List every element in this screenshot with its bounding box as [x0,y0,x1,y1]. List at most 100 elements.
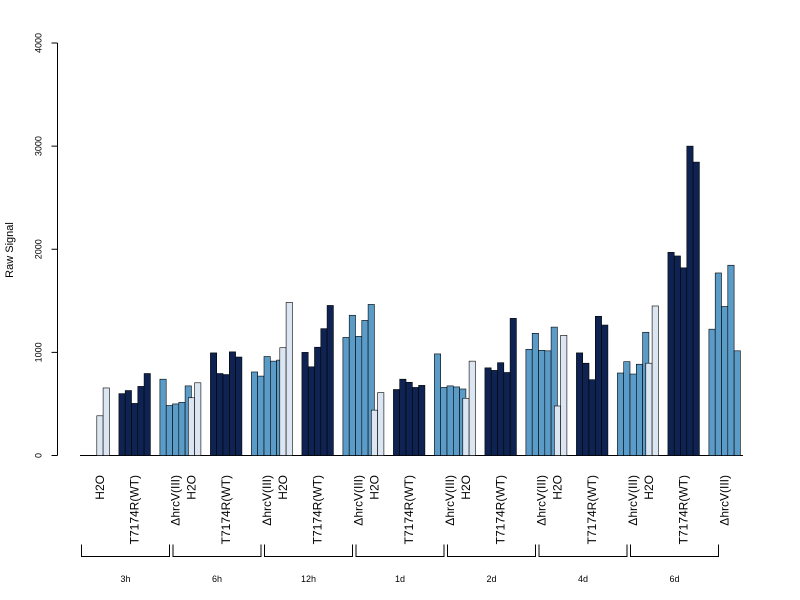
bar [370,409,378,456]
bar [393,389,400,456]
bar [348,314,356,456]
category-label: H2O [367,475,381,500]
bar [667,252,675,456]
bar [307,366,315,456]
group-label: 12h [301,574,316,584]
group-bracket [172,544,262,557]
bar [594,315,602,456]
bar [269,360,277,456]
bar [301,352,309,456]
category-label: T7174R(WT) [128,475,142,544]
bar [497,362,505,456]
category-label: H2O [550,475,564,500]
bar [680,267,688,456]
bar [222,374,230,456]
y-tick-label: 4000 [34,33,44,53]
bar [118,393,126,456]
category-labels: H2O T7174R(WT) ΔhrcV(III) H2O T7174R(WT) Δhrc… [93,475,732,544]
bar [484,367,492,456]
bar [399,378,407,456]
bar [544,350,552,456]
category-label: T7174R(WT) [677,475,691,544]
bar [320,328,328,456]
bar [131,403,139,456]
category-label: H2O [276,475,290,500]
category-label: ΔhrcV(III) [169,475,183,526]
bar [708,328,716,456]
bar [629,373,637,456]
bar [326,305,334,456]
bar [462,397,470,456]
bar [257,375,265,456]
bar [692,161,700,456]
bar [434,353,441,456]
bar [188,397,195,456]
bar [623,361,631,456]
bar [165,405,173,456]
bar [355,336,363,456]
group-brackets: 3h 6h 12h 1d 2d 4d 6d [81,544,719,584]
bar [411,387,419,456]
y-tick-label: 2000 [34,239,44,259]
group-bracket [538,544,628,557]
bar [159,378,167,456]
group-label: 2d [486,574,496,584]
bar [503,372,511,456]
bar [418,385,426,456]
bar [525,348,533,456]
y-axis-title: Raw Signal [4,222,16,278]
bar [96,415,104,456]
bar [686,145,694,456]
group-label: 6d [669,574,679,584]
y-tick-label: 1000 [34,342,44,362]
bar [490,370,498,456]
group-label: 4d [578,574,588,584]
category-label: ΔhrcV(III) [718,475,732,526]
bar [229,351,236,456]
bar [263,356,271,456]
bar [452,386,460,456]
group-bracket [81,544,170,557]
category-label: T7174R(WT) [494,475,508,544]
bar [285,302,293,456]
bars-layer [96,145,741,456]
bar [172,403,180,456]
bar [553,405,561,456]
category-label: ΔhrcV(III) [352,475,366,526]
bar [645,362,653,456]
bar [361,320,369,456]
bar [651,305,659,456]
bar [251,371,258,456]
category-label: H2O [93,475,107,500]
bar [714,272,722,456]
group-bracket [355,544,445,557]
bar [210,352,217,456]
category-label: H2O [642,475,656,500]
category-label: ΔhrcV(III) [535,475,549,526]
bar [405,381,413,456]
bar [721,306,729,456]
group-label: 3h [120,574,130,584]
bar [102,387,110,456]
bar [279,347,287,456]
bar [446,385,454,456]
group-bracket [630,544,719,557]
bar [178,402,186,456]
bar [235,356,243,456]
bar [509,318,517,456]
bar [440,387,448,456]
group-bracket [264,544,353,557]
y-tick-label: 0 [34,453,44,458]
bar [216,373,224,456]
group-bracket [447,544,536,557]
bar [582,362,590,456]
bar [560,335,568,456]
bar [194,382,202,456]
bar [727,264,735,456]
bar [635,363,643,456]
bar [601,324,609,456]
bar [314,346,322,456]
group-label: 1d [395,574,405,584]
bar [342,337,350,456]
